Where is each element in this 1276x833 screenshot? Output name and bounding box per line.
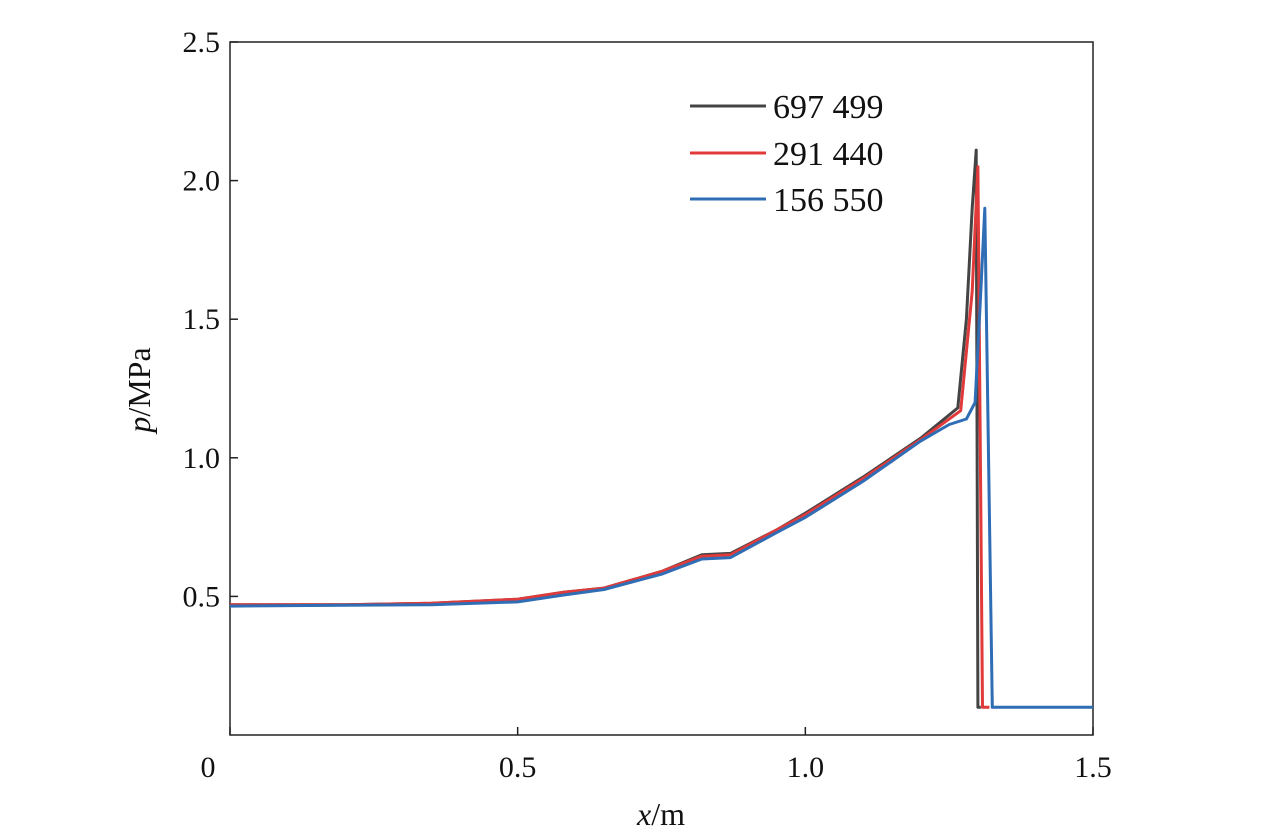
y-tick-label: 1.0 (183, 442, 221, 475)
x-tick-label: 0.5 (499, 751, 537, 784)
x-tick-label: 1.5 (1074, 751, 1112, 784)
x-tick-label: 0 (201, 751, 216, 784)
y-tick-label: 0.5 (183, 580, 221, 613)
axis-layer: 0 0.5 1.0 1.5 0.5 1.0 1.5 2.0 2.5 (183, 26, 1112, 784)
y-tick-label: 2.0 (183, 165, 221, 198)
x-axis-title: x/m (636, 796, 685, 832)
legend-label-697499: 697 499 (773, 89, 884, 126)
y-tick-label: 1.5 (183, 303, 221, 336)
series-line-156550 (229, 206, 1093, 709)
plot-frame (229, 41, 1094, 736)
legend-label-291440: 291 440 (773, 136, 884, 173)
series-line-291440 (230, 165, 990, 709)
y-tick-label: 2.5 (183, 26, 221, 59)
series-layer (229, 148, 1093, 709)
y-axis-title: p/MPa (121, 347, 157, 434)
x-tick-label: 1.0 (787, 751, 825, 784)
legend-label-156550: 156 550 (773, 182, 884, 219)
legend: 697 499 291 440 156 550 (690, 89, 884, 219)
series-line-697499 (230, 148, 981, 709)
